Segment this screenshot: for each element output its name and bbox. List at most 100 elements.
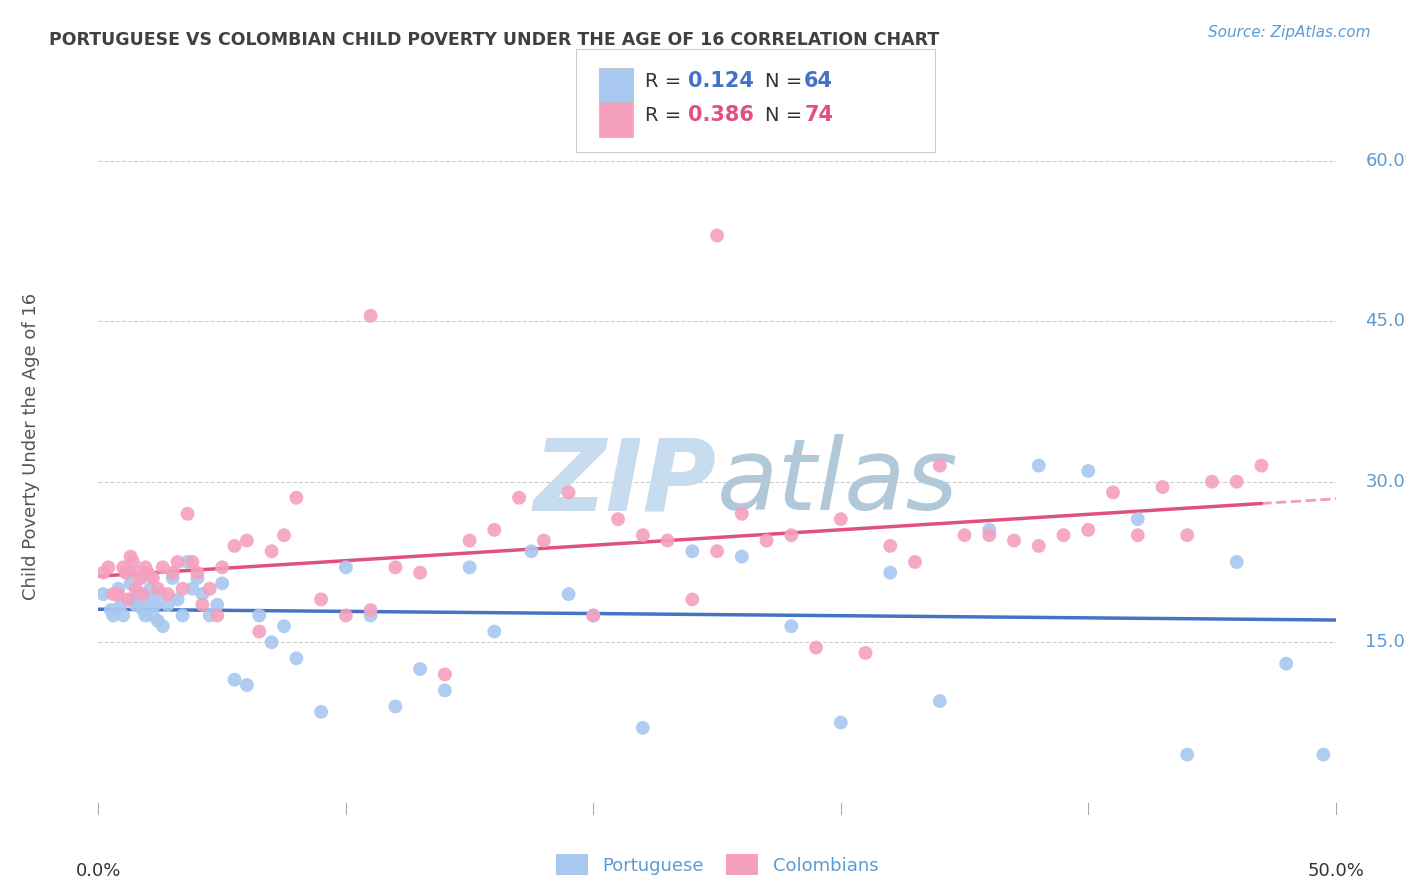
Point (582, 608, 605, 623)
Point (236, 533, 259, 548)
Point (273, 619, 295, 633)
Point (706, 228, 728, 243)
Point (247, 624, 270, 639)
Point (134, 560, 156, 574)
Point (731, 507, 754, 521)
Point (309, 705, 332, 719)
Point (211, 576, 233, 591)
Point (928, 458, 950, 473)
Point (236, 678, 259, 692)
Point (520, 544, 543, 558)
Point (904, 555, 927, 569)
Point (103, 608, 125, 623)
Text: 0.386: 0.386 (688, 105, 754, 125)
Point (755, 533, 778, 548)
Point (117, 592, 139, 607)
Point (172, 608, 194, 623)
Text: N =: N = (765, 71, 808, 91)
Point (484, 523, 506, 537)
Point (129, 571, 152, 585)
Text: R =: R = (645, 105, 688, 125)
Point (433, 667, 456, 681)
Point (1175, 747, 1198, 762)
Point (335, 560, 357, 574)
Point (1312, 747, 1334, 762)
Point (93, 566, 115, 580)
Point (181, 555, 204, 569)
Point (582, 608, 605, 623)
Point (830, 512, 852, 526)
Point (136, 566, 159, 580)
Point (103, 587, 125, 601)
Point (97, 560, 120, 574)
Point (360, 608, 382, 623)
Point (142, 608, 165, 623)
Text: 15.0%: 15.0% (1365, 633, 1406, 651)
Point (1102, 485, 1125, 500)
Point (285, 651, 308, 665)
Point (146, 614, 169, 628)
Point (211, 560, 233, 574)
Text: atlas: atlas (717, 434, 959, 532)
Point (100, 603, 122, 617)
Text: 74: 74 (804, 105, 834, 125)
Point (1250, 458, 1272, 473)
Text: 50.0%: 50.0% (1308, 862, 1364, 880)
Point (1275, 657, 1298, 671)
Point (127, 566, 149, 580)
Point (107, 587, 129, 601)
Point (607, 512, 630, 526)
Text: 64: 64 (804, 71, 834, 91)
Point (120, 576, 142, 591)
Point (247, 608, 270, 623)
Point (107, 582, 129, 596)
Point (484, 624, 506, 639)
Point (142, 571, 165, 585)
Point (139, 582, 162, 596)
Point (156, 598, 179, 612)
Point (1152, 480, 1174, 494)
Point (681, 592, 703, 607)
Point (780, 619, 803, 633)
Point (409, 566, 432, 580)
Point (260, 544, 283, 558)
Point (93, 587, 115, 601)
Point (181, 582, 204, 596)
Point (127, 587, 149, 601)
Text: R =: R = (645, 71, 688, 91)
Point (198, 582, 221, 596)
Text: 60.0%: 60.0% (1365, 152, 1406, 169)
Text: 30.0%: 30.0% (1365, 473, 1406, 491)
Point (124, 598, 146, 612)
Point (731, 549, 754, 564)
Point (1028, 539, 1050, 553)
Point (855, 646, 877, 660)
Point (191, 587, 214, 601)
Point (458, 560, 481, 574)
Point (186, 566, 208, 580)
Point (1077, 464, 1099, 478)
Point (780, 528, 803, 542)
Point (132, 603, 155, 617)
Point (112, 560, 135, 574)
Legend: Portuguese, Colombians: Portuguese, Colombians (547, 846, 887, 884)
Point (143, 598, 166, 612)
Point (433, 683, 456, 698)
Point (384, 560, 406, 574)
Point (657, 533, 679, 548)
Point (129, 571, 152, 585)
Point (830, 715, 852, 730)
Point (191, 598, 214, 612)
Point (360, 309, 382, 323)
Point (1126, 512, 1149, 526)
Point (1052, 528, 1074, 542)
Point (1126, 528, 1149, 542)
Point (136, 592, 159, 607)
Point (309, 592, 332, 607)
Point (149, 587, 172, 601)
Point (120, 549, 142, 564)
Point (1201, 475, 1223, 489)
Point (146, 582, 169, 596)
Point (205, 608, 228, 623)
Point (132, 587, 155, 601)
